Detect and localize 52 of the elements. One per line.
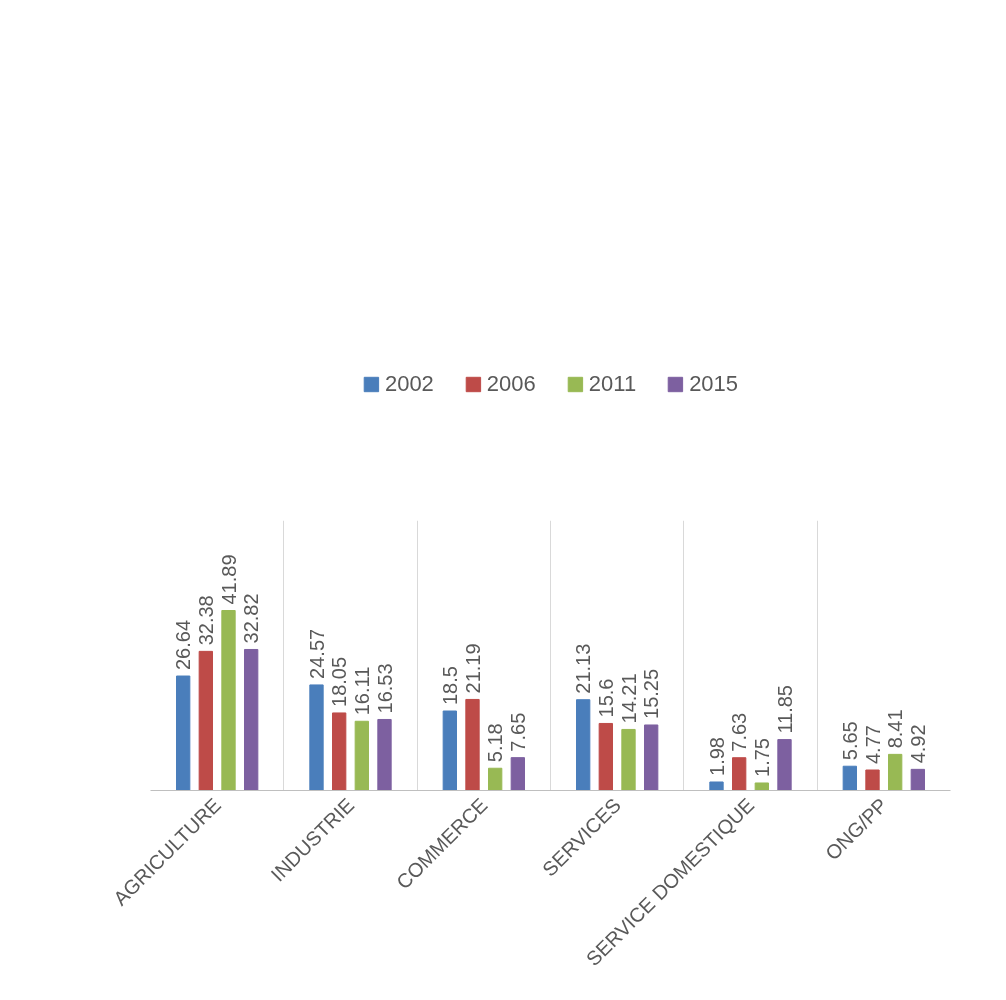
bar bbox=[332, 712, 347, 791]
bar bbox=[910, 768, 925, 791]
data-label: 18.5 bbox=[438, 666, 461, 706]
data-label: 4.92 bbox=[906, 724, 929, 764]
data-label: 7.65 bbox=[506, 712, 529, 752]
legend-label: 2006 bbox=[486, 370, 536, 397]
bar bbox=[576, 699, 591, 791]
data-label: 11.85 bbox=[773, 685, 796, 734]
data-label: 5.65 bbox=[838, 721, 861, 761]
data-label: 5.18 bbox=[484, 723, 507, 763]
bar bbox=[754, 782, 769, 791]
bar bbox=[621, 728, 636, 791]
data-label: 16.53 bbox=[373, 663, 396, 714]
data-label: 1.75 bbox=[750, 738, 773, 777]
data-label: 24.57 bbox=[305, 628, 328, 679]
bar bbox=[465, 698, 480, 791]
legend-label: 2002 bbox=[384, 370, 434, 397]
bar bbox=[176, 675, 191, 791]
bar bbox=[244, 648, 259, 791]
data-label: 1.98 bbox=[705, 737, 728, 776]
data-label: 15.25 bbox=[640, 668, 663, 719]
data-label: 32.82 bbox=[240, 593, 263, 644]
bar bbox=[309, 684, 324, 791]
data-label: 16.11 bbox=[350, 666, 373, 716]
bar bbox=[198, 650, 213, 791]
legend-label: 2015 bbox=[689, 370, 739, 397]
data-label: 26.64 bbox=[172, 619, 195, 671]
bar bbox=[598, 722, 613, 791]
data-label: 15.6 bbox=[594, 678, 617, 718]
bar bbox=[842, 765, 857, 791]
legend-label: 2011 bbox=[588, 370, 637, 397]
data-label: 8.41 bbox=[884, 709, 907, 749]
bar bbox=[709, 781, 724, 791]
bar bbox=[732, 757, 747, 791]
bar bbox=[510, 757, 525, 791]
data-label: 32.38 bbox=[194, 595, 217, 646]
bar bbox=[888, 753, 903, 791]
bar bbox=[442, 710, 457, 791]
bar bbox=[221, 610, 236, 791]
data-label: 4.77 bbox=[861, 725, 884, 764]
bar bbox=[777, 739, 792, 791]
data-label: 21.13 bbox=[572, 643, 595, 694]
bar bbox=[644, 724, 659, 791]
data-label: 18.05 bbox=[328, 656, 351, 707]
bar bbox=[354, 720, 369, 791]
data-label: 21.19 bbox=[461, 643, 484, 694]
bar bbox=[488, 767, 503, 791]
data-label: 41.89 bbox=[217, 554, 240, 605]
bar bbox=[865, 769, 880, 791]
data-label: 7.63 bbox=[728, 712, 751, 752]
data-label: 14.21 bbox=[617, 673, 640, 724]
bar bbox=[377, 718, 392, 791]
